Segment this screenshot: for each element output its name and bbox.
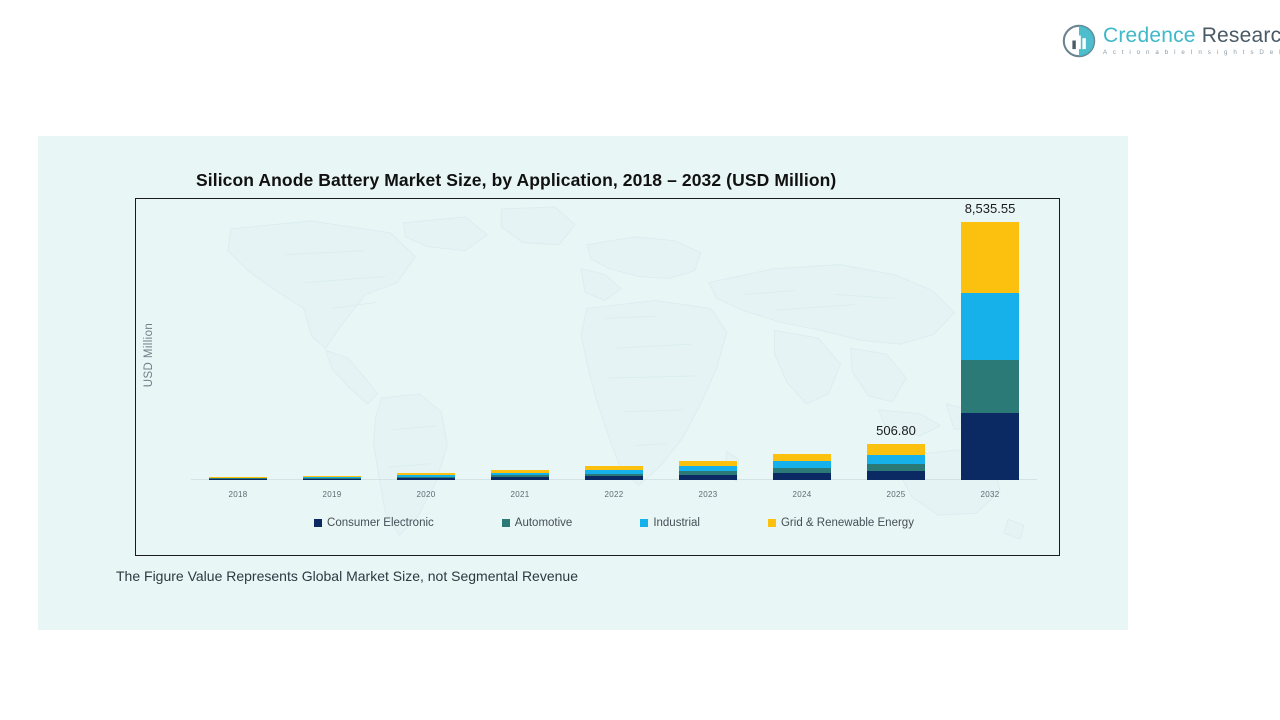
bar-segment[interactable] [773, 467, 831, 474]
bar-segment[interactable] [679, 471, 737, 476]
bar-segment[interactable] [303, 478, 361, 480]
x-axis-tick: 2020 [416, 490, 436, 499]
brand-name-part2: Research [1201, 24, 1280, 48]
brand-logo: Credence Research A c t i o n a b l e I … [1062, 24, 1280, 58]
stacked-bar[interactable] [303, 475, 361, 480]
chart-plot-container: USD Million 506.80 8,535.55 2018 2019 2020 2… [135, 198, 1060, 556]
bar-segment[interactable] [867, 443, 925, 455]
x-axis-tick: 2032 [980, 490, 1000, 499]
bar-segment[interactable] [585, 466, 643, 471]
stacked-bar[interactable] [397, 472, 455, 480]
bar-column[interactable] [661, 203, 755, 480]
legend-item[interactable]: Grid & Renewable Energy [767, 517, 914, 529]
y-axis-title: USD Million [143, 322, 155, 388]
bar-segment[interactable] [773, 473, 831, 480]
chart-footnote: The Figure Value Represents Global Marke… [116, 568, 578, 584]
legend-label: Industrial [653, 517, 700, 529]
bar-segment[interactable] [679, 466, 737, 472]
bar-column[interactable] [755, 203, 849, 480]
legend-label: Grid & Renewable Energy [780, 517, 914, 529]
chart-title: Silicon Anode Battery Market Size, by Ap… [196, 170, 837, 190]
x-axis-labels: 2018 2019 2020 2021 2022 2023 2024 2025 2032 [191, 490, 1037, 499]
x-axis-tick: 2018 [228, 490, 248, 499]
bar-segment[interactable] [585, 476, 643, 480]
legend-swatch-icon [767, 519, 776, 527]
legend-label: Consumer Electronic [327, 517, 434, 529]
bar-segment[interactable] [867, 454, 925, 464]
bar-segment[interactable] [397, 478, 455, 480]
brand-text: Credence Research A c t i o n a b l e I … [1103, 25, 1280, 56]
bar-segment[interactable] [961, 412, 1019, 480]
bar-column[interactable] [191, 203, 285, 480]
bar-segment[interactable] [867, 463, 925, 471]
bar-segment[interactable] [491, 472, 549, 476]
bar-value-label: 8,535.55 [964, 200, 1016, 216]
stacked-bar[interactable]: 506.80 [867, 423, 925, 480]
bar-segment[interactable] [303, 475, 361, 477]
bar-segment[interactable] [679, 460, 737, 467]
bar-segment[interactable] [679, 475, 737, 480]
bar-segment[interactable] [867, 470, 925, 480]
x-axis-tick: 2023 [698, 490, 718, 499]
bar-segment[interactable] [397, 474, 455, 477]
bar-segment[interactable] [961, 221, 1019, 293]
x-axis-tick: 2024 [792, 490, 812, 499]
bar-segment[interactable] [491, 469, 549, 473]
bar-column[interactable]: 8,535.55 [943, 201, 1037, 480]
bar-segment[interactable] [961, 292, 1019, 361]
bar-segment[interactable] [585, 473, 643, 477]
bar-segment[interactable] [585, 470, 643, 474]
bar-column[interactable] [567, 203, 661, 480]
bar-chart-circle-icon [1062, 24, 1096, 58]
bar-segment[interactable] [491, 475, 549, 478]
chart-legend: Consumer Electronic Automotive Industrial G… [191, 517, 1037, 529]
bar-segment[interactable] [961, 360, 1019, 413]
bar-segment[interactable] [303, 476, 361, 479]
bar-column[interactable]: 506.80 [849, 203, 943, 480]
legend-label: Automotive [514, 517, 573, 529]
stacked-bar[interactable] [585, 466, 643, 480]
legend-item[interactable]: Automotive [501, 517, 573, 529]
bar-segment[interactable] [209, 478, 267, 480]
legend-swatch-icon [501, 519, 510, 527]
bar-column[interactable] [285, 203, 379, 480]
stacked-bar[interactable]: 8,535.55 [961, 201, 1019, 480]
x-axis-tick: 2025 [886, 490, 906, 499]
x-axis-tick: 2021 [510, 490, 530, 499]
bar-segment[interactable] [303, 478, 361, 479]
stacked-bar[interactable] [679, 460, 737, 480]
bar-segment[interactable] [491, 477, 549, 480]
bar-segment[interactable] [397, 476, 455, 479]
bar-segment[interactable] [773, 461, 831, 468]
legend-swatch-icon [314, 519, 323, 527]
stacked-bar[interactable] [773, 453, 831, 480]
legend-swatch-icon [640, 519, 649, 527]
x-axis-tick: 2019 [322, 490, 342, 499]
bar-column[interactable] [473, 203, 567, 480]
bar-segment[interactable] [773, 453, 831, 462]
brand-tagline: A c t i o n a b l e I n s i g h t s D e … [1103, 49, 1280, 57]
brand-name-part1: Credence [1103, 24, 1196, 48]
stacked-bar[interactable] [209, 476, 267, 480]
bar-segment[interactable] [397, 472, 455, 475]
bar-segment[interactable] [209, 476, 267, 478]
x-axis-tick: 2022 [604, 490, 624, 499]
legend-item[interactable]: Consumer Electronic [314, 517, 434, 529]
brand-name: Credence Research [1103, 25, 1280, 46]
bar-value-label: 506.80 [876, 422, 916, 438]
bar-group: 506.80 8,535.55 [191, 201, 1037, 480]
plot-area: 506.80 8,535.55 [191, 201, 1037, 480]
stacked-bar[interactable] [491, 469, 549, 480]
bar-column[interactable] [379, 203, 473, 480]
legend-item[interactable]: Industrial [640, 517, 700, 529]
bar-segment[interactable] [209, 477, 267, 479]
bar-segment[interactable] [209, 479, 267, 480]
